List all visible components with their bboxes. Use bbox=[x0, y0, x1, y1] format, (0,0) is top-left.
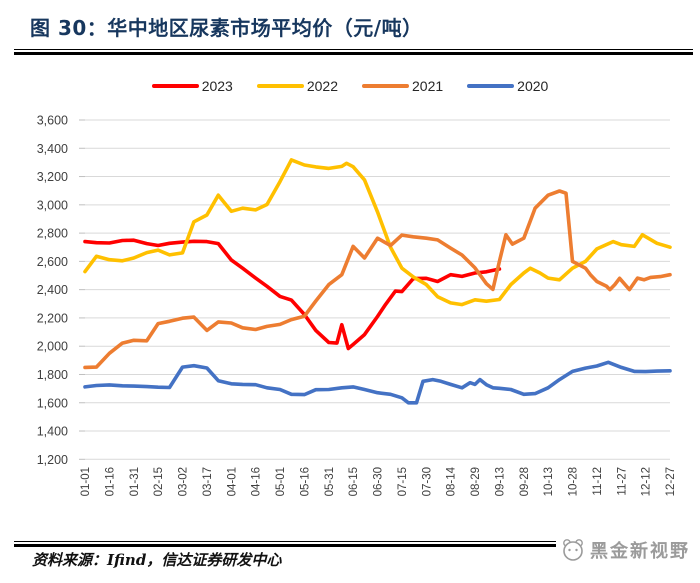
y-axis-labels: 1,200 1,400 1,600 1,800 2,000 2,200 2,400 2,600… bbox=[37, 114, 68, 467]
mascot-icon bbox=[563, 539, 583, 561]
x-tick-label: 03-17 bbox=[202, 467, 214, 496]
y-tick-label: 1,800 bbox=[37, 368, 68, 382]
watermark-text: 黑金新视野 bbox=[590, 541, 690, 562]
legend-swatch-2022 bbox=[256, 83, 304, 89]
y-tick-label: 3,600 bbox=[37, 114, 68, 128]
series-line-2022 bbox=[83, 158, 672, 307]
footer-rule bbox=[14, 541, 693, 547]
series-lines bbox=[83, 158, 672, 405]
x-tick-label: 11-27 bbox=[616, 467, 628, 496]
y-tick-label: 2,000 bbox=[37, 340, 68, 354]
x-tick-label: 11-12 bbox=[592, 467, 604, 496]
series-line-2020 bbox=[83, 360, 672, 405]
y-tick-label: 1,600 bbox=[37, 396, 68, 410]
y-tick-label: 2,400 bbox=[37, 283, 68, 297]
legend-item-2021: 2021 bbox=[362, 78, 443, 94]
x-tick-label: 08-14 bbox=[446, 466, 458, 496]
x-tick-label: 07-30 bbox=[421, 467, 433, 496]
x-tick-label: 05-01 bbox=[275, 467, 287, 496]
x-tick-label: 10-28 bbox=[568, 467, 580, 496]
legend-swatch-2020 bbox=[467, 83, 515, 89]
legend-label-2022: 2022 bbox=[306, 78, 338, 94]
x-tick-label: 09-13 bbox=[494, 467, 506, 496]
x-axis-labels: 01-01 01-16 01-31 02-15 03-02 03-17 04-01 04-16… bbox=[80, 466, 677, 496]
y-tick-label: 1,400 bbox=[37, 425, 68, 439]
y-tick-label: 1,200 bbox=[37, 453, 68, 467]
x-tick-label: 02-15 bbox=[153, 467, 165, 496]
y-tick-label: 3,200 bbox=[37, 170, 68, 184]
y-axis-ticks bbox=[79, 119, 85, 460]
source-note: 资料来源：Ifind，信达证券研发中心 bbox=[32, 551, 282, 569]
x-tick-label: 01-01 bbox=[80, 467, 92, 496]
series-line-2023 bbox=[83, 238, 502, 351]
x-tick-label: 05-16 bbox=[299, 467, 311, 496]
y-tick-label: 2,200 bbox=[37, 311, 68, 325]
legend-item-2020: 2020 bbox=[467, 78, 548, 94]
legend-label-2020: 2020 bbox=[517, 78, 549, 94]
gridlines bbox=[85, 119, 670, 460]
y-tick-label: 2,600 bbox=[37, 255, 68, 269]
x-tick-label: 01-31 bbox=[129, 467, 141, 496]
x-tick-label: 01-16 bbox=[104, 467, 116, 496]
legend-item-2022: 2022 bbox=[256, 78, 338, 94]
x-tick-label: 08-29 bbox=[470, 467, 482, 496]
x-tick-label: 12-12 bbox=[641, 467, 653, 496]
y-tick-label: 2,800 bbox=[37, 227, 68, 241]
x-tick-label: 10-13 bbox=[543, 467, 555, 496]
chart-legend: 2023 2022 2021 2020 bbox=[0, 78, 700, 94]
x-tick-label: 09-28 bbox=[519, 467, 531, 496]
x-tick-label: 07-15 bbox=[397, 467, 409, 496]
x-tick-label: 12-27 bbox=[665, 467, 677, 496]
legend-label-2023: 2023 bbox=[201, 78, 233, 94]
x-tick-label: 04-01 bbox=[226, 467, 238, 496]
series-line-2021 bbox=[83, 189, 672, 370]
x-tick-label: 03-02 bbox=[178, 467, 190, 496]
legend-label-2021: 2021 bbox=[412, 78, 444, 94]
legend-item-2023: 2023 bbox=[151, 78, 233, 94]
y-tick-label: 3,400 bbox=[37, 142, 68, 156]
legend-swatch-2021 bbox=[362, 83, 409, 89]
y-tick-label: 3,000 bbox=[37, 198, 68, 212]
legend-swatch-2023 bbox=[151, 83, 199, 89]
x-tick-label: 06-15 bbox=[348, 467, 360, 496]
x-tick-label: 04-16 bbox=[251, 467, 263, 496]
publisher-watermark: 黑金新视野 bbox=[556, 535, 694, 565]
figure-title: 图 30：华中地区尿素市场平均价（元/吨） bbox=[30, 16, 423, 40]
x-tick-label: 05-31 bbox=[324, 467, 336, 496]
x-tick-label: 06-30 bbox=[373, 467, 385, 496]
title-rule bbox=[14, 49, 693, 55]
